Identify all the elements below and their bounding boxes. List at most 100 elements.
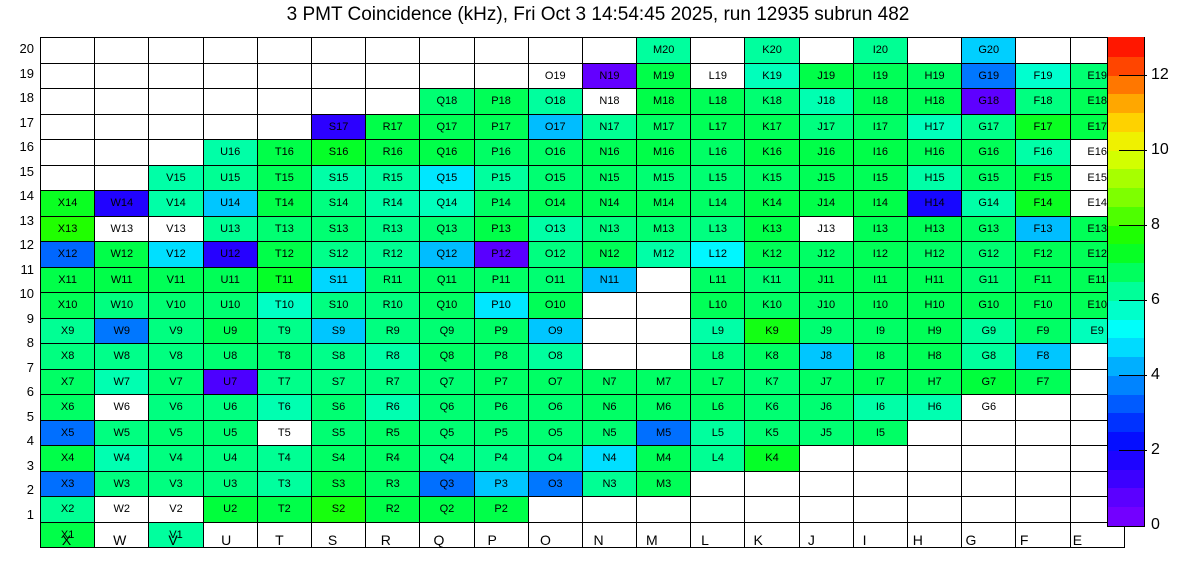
heatmap-row: X12 W12 V12 U12 T12 S12 R12 Q12 P12 O12 N12 M12 L12 K…	[39, 241, 1125, 268]
heatmap-cell-o11: O11	[527, 266, 583, 293]
heatmap-cell-o16: O16	[527, 139, 583, 166]
heatmap-cell-r12: R12	[365, 241, 421, 268]
heatmap-cell-i7: I7	[852, 368, 909, 395]
heatmap-cell-w9: W9	[94, 317, 150, 344]
heatmap-cell-s12: S12	[310, 241, 367, 268]
heatmap-cell-u10: U10	[202, 292, 258, 319]
heatmap-cell-v12: V12	[148, 241, 204, 268]
heatmap-cell-empty	[690, 470, 746, 497]
heatmap-cell-v15: V15	[148, 164, 204, 191]
heatmap-cell-g19: G19	[961, 62, 1017, 89]
heatmap-cell-p14: P14	[473, 190, 529, 217]
heatmap-cell-k20: K20	[744, 37, 800, 64]
heatmap-cell-h18: H18	[906, 88, 963, 115]
heatmap-cell-o8: O8	[527, 343, 583, 370]
heatmap-cell-p8: P8	[473, 343, 529, 370]
colorbar-tick-mark	[1119, 449, 1147, 451]
heatmap-cell-x2: X2	[39, 496, 96, 523]
colorbar-band	[1108, 93, 1144, 114]
x-axis-tick-W: W	[113, 532, 127, 548]
heatmap-cell-empty	[256, 521, 312, 548]
heatmap-cell-m19: M19	[636, 62, 692, 89]
heatmap-cell-t12: T12	[256, 241, 312, 268]
heatmap-cell-f11: F11	[1015, 266, 1071, 293]
heatmap-cell-g7: G7	[961, 368, 1017, 395]
heatmap-cell-w12: W12	[94, 241, 150, 268]
heatmap-cell-q5: Q5	[419, 419, 475, 446]
heatmap-cell-empty	[636, 317, 692, 344]
heatmap-cell-s14: S14	[310, 190, 367, 217]
heatmap-row: X10 W10 V10 U10 T10 S10 R10 Q10 P10 O10 L10 K10 J10 I…	[39, 292, 1125, 319]
x-axis-tick-J: J	[807, 532, 815, 548]
y-axis-tick-20: 20	[19, 41, 34, 56]
heatmap-cell-j8: J8	[798, 343, 854, 370]
colorbar-band	[1108, 355, 1144, 376]
heatmap-cell-f8: F8	[1015, 343, 1071, 370]
colorbar-band	[1108, 412, 1144, 433]
heatmap-cell-s4: S4	[310, 445, 367, 472]
x-axis-tick-G: G	[965, 532, 977, 548]
heatmap-cell-empty	[581, 343, 638, 370]
heatmap-cell-j9: J9	[798, 317, 854, 344]
colorbar-band	[1108, 36, 1144, 57]
heatmap-cell-r8: R8	[365, 343, 421, 370]
heatmap-row: X4 W4 V4 U4 T4 S4 R4 Q4 P4 O4 N4 M4 L4 K4	[39, 445, 1125, 472]
heatmap-row: X14 W14 V14 U14 T14 S14 R14 Q14 P14 O14 N14 M14 L14 K…	[39, 190, 1125, 217]
heatmap-cell-r11: R11	[365, 266, 421, 293]
heatmap-row: X9 W9 V9 U9 T9 S9 R9 Q9 P9 O9 L9 K9 J9 I9 H9 G9 F9 E9	[39, 317, 1125, 344]
heatmap-cell-o12: O12	[527, 241, 583, 268]
heatmap-cell-s17: S17	[310, 113, 367, 140]
heatmap-cell-empty	[798, 470, 854, 497]
heatmap-cell-i19: I19	[852, 62, 909, 89]
heatmap-cell-x3: X3	[39, 470, 96, 497]
heatmap-cell-empty	[310, 37, 367, 64]
heatmap-cell-empty	[365, 62, 421, 89]
heatmap-cell-empty	[310, 521, 367, 548]
heatmap-cell-g18: G18	[961, 88, 1017, 115]
x-axis-tick-F: F	[1019, 532, 1029, 548]
heatmap-cell-o18: O18	[527, 88, 583, 115]
heatmap-cell-empty	[419, 521, 475, 548]
heatmap-cell-empty	[852, 496, 909, 523]
heatmap-cell-m15: M15	[636, 164, 692, 191]
heatmap-cell-t14: T14	[256, 190, 312, 217]
heatmap-cell-empty	[961, 470, 1017, 497]
colorbar-band	[1108, 337, 1144, 358]
heatmap-cell-s10: S10	[310, 292, 367, 319]
x-axis-tick-P: P	[487, 532, 497, 548]
heatmap-cell-empty	[636, 292, 692, 319]
heatmap-cell-j15: J15	[798, 164, 854, 191]
heatmap-cell-h11: H11	[906, 266, 963, 293]
heatmap-cell-u12: U12	[202, 241, 258, 268]
heatmap-cell-empty	[256, 88, 312, 115]
heatmap-row: V15 U15 T15 S15 R15 Q15 P15 O15 N15 M15 L15 K15 J15 I…	[39, 164, 1125, 191]
heatmap-cell-empty	[1015, 419, 1071, 446]
heatmap-cell-u3: U3	[202, 470, 258, 497]
heatmap-cell-w4: W4	[94, 445, 150, 472]
heatmap-cell-t4: T4	[256, 445, 312, 472]
heatmap-cell-x10: X10	[39, 292, 96, 319]
colorbar-band	[1108, 468, 1144, 489]
heatmap-cell-k6: K6	[744, 394, 800, 421]
heatmap-cell-t7: T7	[256, 368, 312, 395]
heatmap-cell-f17: F17	[1015, 113, 1071, 140]
heatmap-cell-h8: H8	[906, 343, 963, 370]
heatmap-cell-j12: J12	[798, 241, 854, 268]
heatmap-cell-v13: V13	[148, 215, 204, 242]
heatmap-cell-v3: V3	[148, 470, 204, 497]
heatmap-cell-empty	[852, 470, 909, 497]
x-axis-tick-S: S	[327, 532, 338, 548]
heatmap-cell-i11: I11	[852, 266, 909, 293]
heatmap-cell-r5: R5	[365, 419, 421, 446]
heatmap-cell-n3: N3	[581, 470, 638, 497]
heatmap-cell-empty	[581, 292, 638, 319]
heatmap-cell-t10: T10	[256, 292, 312, 319]
heatmap-cell-empty	[581, 317, 638, 344]
heatmap-cell-q3: Q3	[419, 470, 475, 497]
heatmap-cell-o17: O17	[527, 113, 583, 140]
heatmap-cell-p7: P7	[473, 368, 529, 395]
y-axis-tick-8: 8	[26, 335, 34, 350]
y-axis-tick-1: 1	[26, 506, 34, 522]
